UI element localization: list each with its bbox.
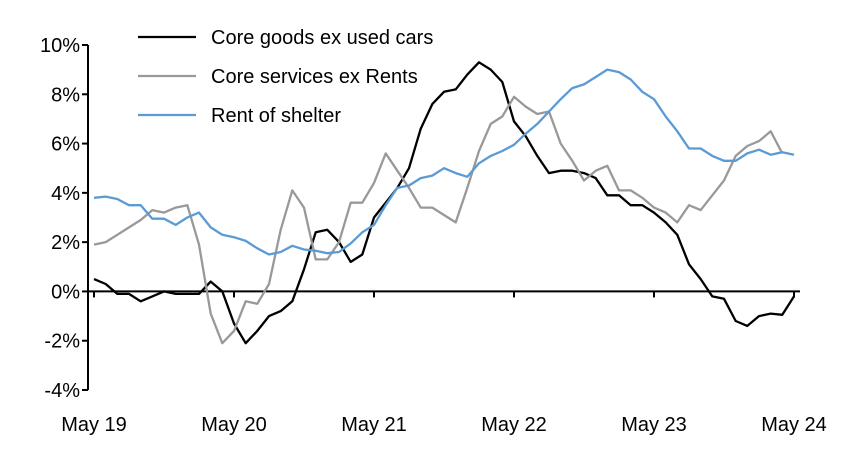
legend-label: Core goods ex used cars (211, 27, 433, 49)
x-tick-label: May 22 (481, 414, 547, 436)
legend-item: Rent of shelter (138, 105, 341, 127)
series-line-2 (93, 68, 795, 256)
x-tick-label: May 24 (761, 414, 827, 436)
legend: Core goods ex used cars Core services ex … (138, 27, 433, 127)
legend-item: Core goods ex used cars (138, 27, 433, 49)
y-tick-label: 0% (51, 281, 80, 303)
y-tick-label: 6% (51, 134, 80, 156)
x-tick-label: May 21 (341, 414, 407, 436)
y-tick-label: 10% (40, 35, 80, 57)
legend-label: Core services ex Rents (211, 66, 418, 88)
y-tick-label: -4% (44, 380, 80, 402)
x-tick-label: May 20 (201, 414, 267, 436)
y-tick-label: 2% (51, 232, 80, 254)
y-axis: -4% -2% 0% 2% 4% 6% 8% 10% (40, 35, 89, 402)
legend-item: Core services ex Rents (138, 66, 418, 88)
legend-label: Rent of shelter (211, 105, 341, 127)
series-lines (93, 61, 795, 345)
x-tick-label: May 23 (621, 414, 687, 436)
series-line-0 (93, 61, 795, 345)
y-tick-label: 4% (51, 183, 80, 205)
x-axis: May 19 May 20 May 21 May 22 May 23 May 24 (61, 290, 827, 436)
series-line-1 (93, 95, 784, 345)
x-tick-label: May 19 (61, 414, 127, 436)
y-tick-label: 8% (51, 84, 80, 106)
y-tick-label: -2% (44, 331, 80, 353)
